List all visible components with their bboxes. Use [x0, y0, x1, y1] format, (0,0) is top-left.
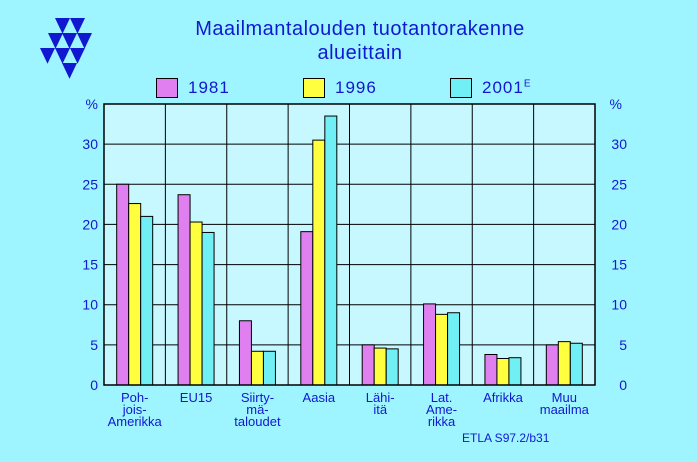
logo-triangle — [70, 18, 85, 34]
y-axis-left-label: % — [86, 96, 98, 112]
legend-label-2001: 2001E — [482, 78, 532, 97]
bar-2001-1 — [201, 231, 215, 386]
y-tick-right-5: 5 — [619, 337, 627, 353]
chart-title-line-2: alueittain — [317, 42, 403, 64]
x-tick-label-4: Lähi-itä — [366, 390, 395, 417]
bar-1981-0 — [116, 183, 130, 386]
y-axis-right-label: % — [610, 96, 622, 112]
bar-2001-7 — [569, 342, 583, 386]
y-tick-left-30: 30 — [82, 136, 98, 152]
legend-swatch-2001 — [450, 78, 472, 98]
y-axis-left-ticks: 0 5 10 15 20 25 30 — [82, 136, 98, 393]
legend-swatch-1981 — [156, 78, 178, 98]
bar-1996-7 — [557, 341, 571, 386]
bar-1981-1 — [177, 194, 191, 386]
source-note: ETLA S97.2/b31 — [462, 431, 550, 445]
bar-2001-4 — [385, 348, 399, 386]
bar-1996-2 — [250, 350, 264, 386]
y-tick-right-25: 25 — [611, 176, 627, 192]
bar-1981-6 — [484, 353, 498, 386]
bar-1996-6 — [496, 358, 510, 386]
bar-1981-3 — [300, 231, 314, 386]
bars — [116, 115, 583, 386]
logo-triangle — [62, 33, 77, 49]
y-tick-left-20: 20 — [82, 216, 98, 232]
y-tick-left-0: 0 — [90, 377, 98, 393]
x-tick-label-2: Siirty-mä-taloudet — [234, 390, 281, 429]
y-tick-right-0: 0 — [619, 377, 627, 393]
x-axis-category-labels: Poh-jois-Amerikka EU15 Siirty-mä-taloudet A… — [108, 390, 590, 429]
legend-label-1981: 1981 — [188, 78, 230, 97]
bar-1996-1 — [189, 221, 203, 386]
legend-swatch-1996 — [303, 78, 325, 98]
logo-triangle — [62, 63, 77, 79]
logo-triangle — [40, 48, 55, 64]
bar-1996-5 — [435, 313, 449, 386]
y-tick-left-15: 15 — [82, 257, 98, 273]
bar-1996-3 — [312, 139, 326, 386]
bar-1981-2 — [238, 320, 252, 386]
bar-2001-6 — [508, 357, 522, 386]
chart-title-line-1: Maailmantalouden tuotantorakenne — [195, 18, 525, 40]
bar-1981-5 — [423, 303, 437, 386]
y-tick-right-30: 30 — [611, 136, 627, 152]
y-tick-right-15: 15 — [611, 257, 627, 273]
logo-triangle — [55, 48, 70, 64]
legend-item-2001: 2001E — [450, 77, 532, 99]
legend-item-1981: 1981 — [156, 77, 230, 99]
x-tick-label-1: EU15 — [180, 390, 213, 405]
bar-2001-0 — [140, 215, 154, 386]
bar-1981-7 — [545, 344, 559, 386]
logo-triangle — [48, 33, 63, 49]
y-axis-right-ticks: 0 5 10 15 20 25 30 — [611, 136, 627, 393]
x-tick-label-0: Poh-jois-Amerikka — [108, 390, 163, 429]
plot-frame — [103, 103, 596, 386]
legend-item-1996: 1996 — [303, 77, 377, 99]
bar-2001-5 — [447, 312, 461, 386]
bar-1996-0 — [128, 203, 142, 386]
bar-1981-4 — [361, 344, 375, 386]
bar-2001-3 — [324, 115, 338, 386]
bar-1996-4 — [373, 347, 387, 386]
y-tick-right-20: 20 — [611, 216, 627, 232]
y-tick-left-5: 5 — [90, 337, 98, 353]
etla-logo — [40, 18, 92, 79]
x-tick-label-6: Afrikka — [483, 390, 524, 405]
x-tick-label-5: Lat. Ame-rikka — [426, 390, 457, 429]
legend-label-1996: 1996 — [335, 78, 377, 97]
logo-triangle — [77, 33, 92, 49]
x-tick-label-7: Muu maailma — [540, 390, 590, 417]
y-tick-left-10: 10 — [82, 297, 98, 313]
y-tick-left-25: 25 — [82, 176, 98, 192]
bar-2001-2 — [262, 350, 276, 386]
x-tick-label-3: Aasia — [303, 390, 336, 405]
y-tick-right-10: 10 — [611, 297, 627, 313]
logo-triangle — [70, 48, 85, 64]
axes — [103, 103, 596, 386]
logo-triangle — [55, 18, 70, 34]
